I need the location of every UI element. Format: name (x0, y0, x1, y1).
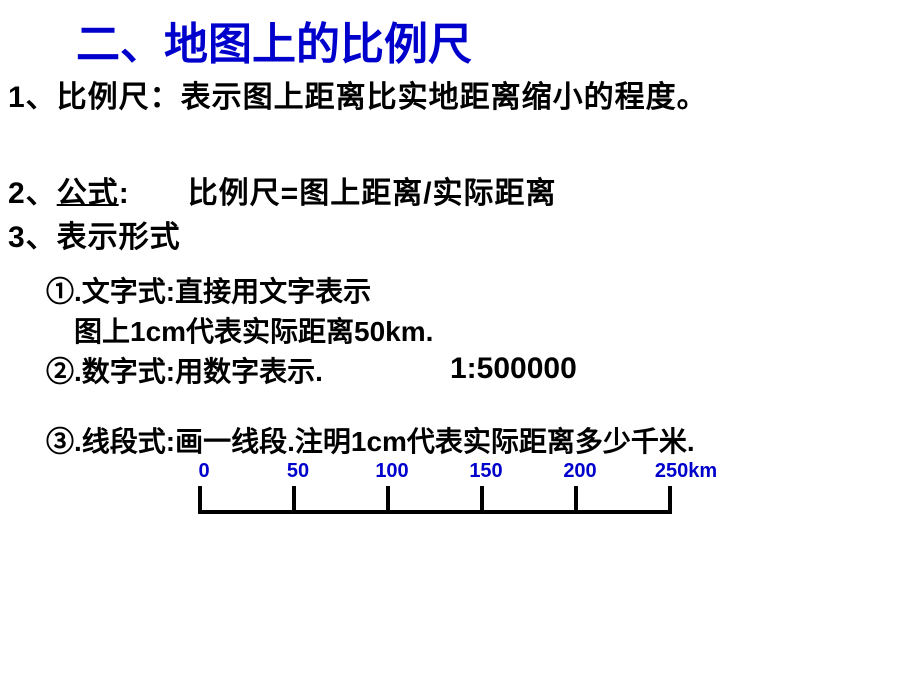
scale-label-3: 150 (469, 460, 502, 483)
formula-line: 2、公式: 比例尺=图上距离/实际距离 (8, 168, 557, 212)
scale-label-4: 200 (563, 460, 596, 483)
scale-tick-2 (386, 486, 390, 510)
scale-tick-4 (574, 486, 578, 510)
scale-label-2: 100 (375, 460, 408, 483)
numeric-form-label: ②.数字式:用数字表示. (46, 350, 323, 390)
formula-expression: 比例尺=图上距离/实际距离 (188, 177, 557, 210)
text-form-example: 图上1cm代表实际距离50km. (74, 310, 433, 350)
scale-tick-1 (292, 486, 296, 510)
scale-tick-3 (480, 486, 484, 510)
formula-prefix: 2、 (8, 177, 57, 210)
formula-label: 公式 (57, 177, 119, 210)
scale-label-0: 0 (198, 460, 209, 483)
segment-form-label: ③.线段式:画一线段.注明1cm代表实际距离多少千米. (46, 420, 695, 460)
text-form-label: ①.文字式:直接用文字表示 (46, 270, 371, 310)
definition-line: 1、比例尺：表示图上距离比实地距离缩小的程度。 (8, 72, 708, 116)
formula-colon: : (119, 177, 130, 210)
scale-bar-line (198, 486, 672, 514)
forms-heading: 3、表示形式 (8, 212, 181, 256)
scale-tick-5 (668, 486, 672, 510)
scale-labels-row: 050100150200250km (198, 460, 702, 484)
scale-label-1: 50 (287, 460, 309, 483)
scale-tick-0 (198, 486, 202, 510)
numeric-form-ratio: 1:500000 (450, 352, 577, 386)
scale-bar-diagram: 050100150200250km (198, 460, 702, 520)
scale-label-5: 250km (655, 460, 717, 483)
section-title: 二、地图上的比例尺 (76, 8, 472, 72)
